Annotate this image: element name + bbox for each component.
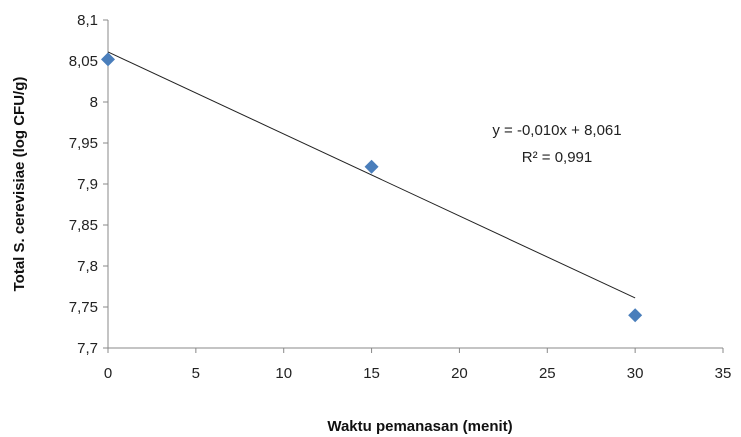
x-tick-label: 25 bbox=[539, 365, 556, 382]
y-tick-label: 8,1 bbox=[77, 12, 98, 29]
x-tick-label: 5 bbox=[192, 365, 200, 382]
data-point bbox=[364, 159, 379, 174]
x-tick-labels: 0 5 10 15 20 25 30 35 bbox=[104, 365, 732, 382]
y-tick-label: 7,8 bbox=[77, 258, 98, 275]
data-point bbox=[101, 52, 115, 67]
x-tick-label: 30 bbox=[627, 365, 644, 382]
y-tick-label: 8 bbox=[90, 94, 98, 111]
x-tick-label: 20 bbox=[451, 365, 468, 382]
trendline-r-squared: R² = 0,991 bbox=[522, 149, 592, 166]
y-tick-label: 7,75 bbox=[69, 299, 98, 316]
y-tick-label: 8,05 bbox=[69, 53, 98, 70]
data-points bbox=[101, 52, 643, 323]
x-tick-marks bbox=[107, 348, 724, 353]
trendline-equation: y = -0,010x + 8,061 bbox=[492, 122, 621, 139]
trendline bbox=[107, 51, 636, 299]
data-point bbox=[628, 308, 643, 323]
x-tick-label: 10 bbox=[275, 365, 292, 382]
y-tick-label: 7,85 bbox=[69, 217, 98, 234]
y-tick-label: 7,7 bbox=[77, 340, 98, 357]
x-tick-label: 35 bbox=[715, 365, 732, 382]
y-tick-marks bbox=[103, 19, 108, 349]
y-tick-label: 7,95 bbox=[69, 135, 98, 152]
y-tick-label: 7,9 bbox=[77, 176, 98, 193]
y-axis-title: Total S. cerevisiae (log CFU/g) bbox=[11, 77, 28, 292]
x-tick-label: 0 bbox=[104, 365, 112, 382]
x-tick-label: 15 bbox=[363, 365, 380, 382]
y-tick-labels: 7,7 7,75 7,8 7,85 7,9 7,95 8 8,05 8,1 bbox=[69, 12, 98, 357]
x-axis-title: Waktu pemanasan (menit) bbox=[327, 418, 512, 435]
